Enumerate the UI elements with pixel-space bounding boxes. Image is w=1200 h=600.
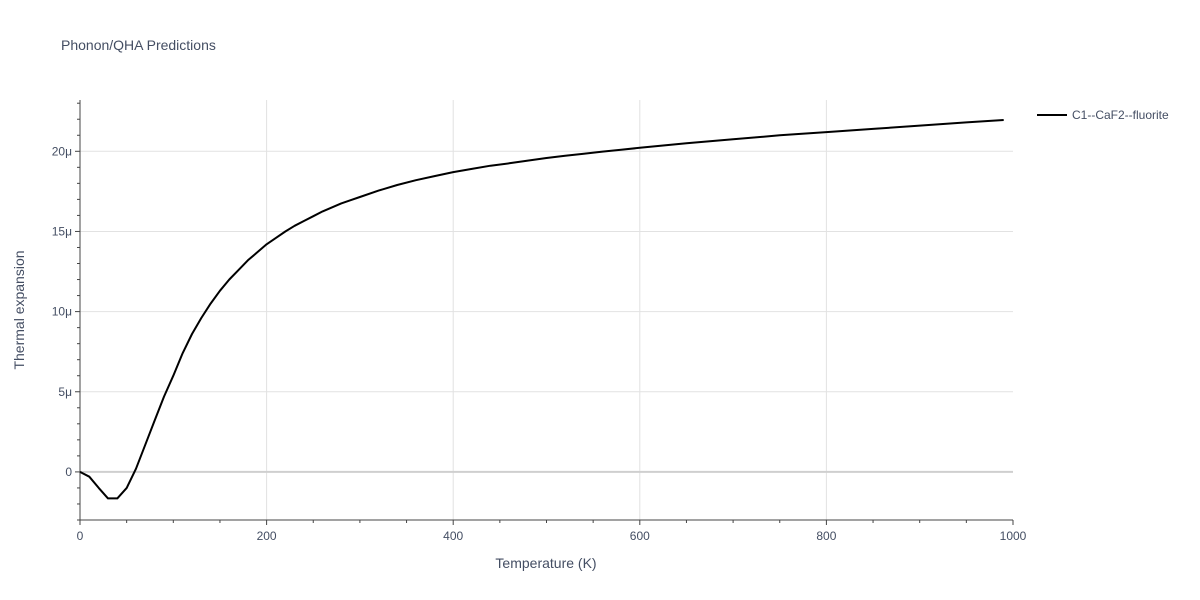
y-tick-label: 0 — [65, 465, 72, 479]
x-tick-label: 200 — [257, 529, 277, 543]
grid — [80, 100, 1013, 520]
y-tick-label: 20μ — [52, 144, 72, 158]
x-tick-label: 1000 — [1000, 529, 1027, 543]
x-tick-label: 400 — [443, 529, 463, 543]
y-tick-label: 10μ — [52, 305, 72, 319]
y-tick-label: 5μ — [58, 385, 72, 399]
x-tick-label: 0 — [77, 529, 84, 543]
axes: 0 200 400 600 800 1000 0 5μ 10μ 15μ 20μ — [52, 100, 1027, 543]
x-tick-label: 800 — [816, 529, 836, 543]
plot-area — [79, 119, 1004, 500]
legend-item-label: C1--CaF2--fluorite — [1072, 108, 1169, 122]
x-axis-title: Temperature (K) — [495, 555, 596, 571]
x-tick-label: 600 — [630, 529, 650, 543]
chart-title: Phonon/QHA Predictions — [61, 37, 216, 53]
y-axis-title: Thermal expansion — [11, 250, 27, 369]
series-line — [79, 119, 1004, 500]
legend[interactable]: C1--CaF2--fluorite — [1037, 108, 1169, 122]
y-tick-label: 15μ — [52, 224, 72, 238]
